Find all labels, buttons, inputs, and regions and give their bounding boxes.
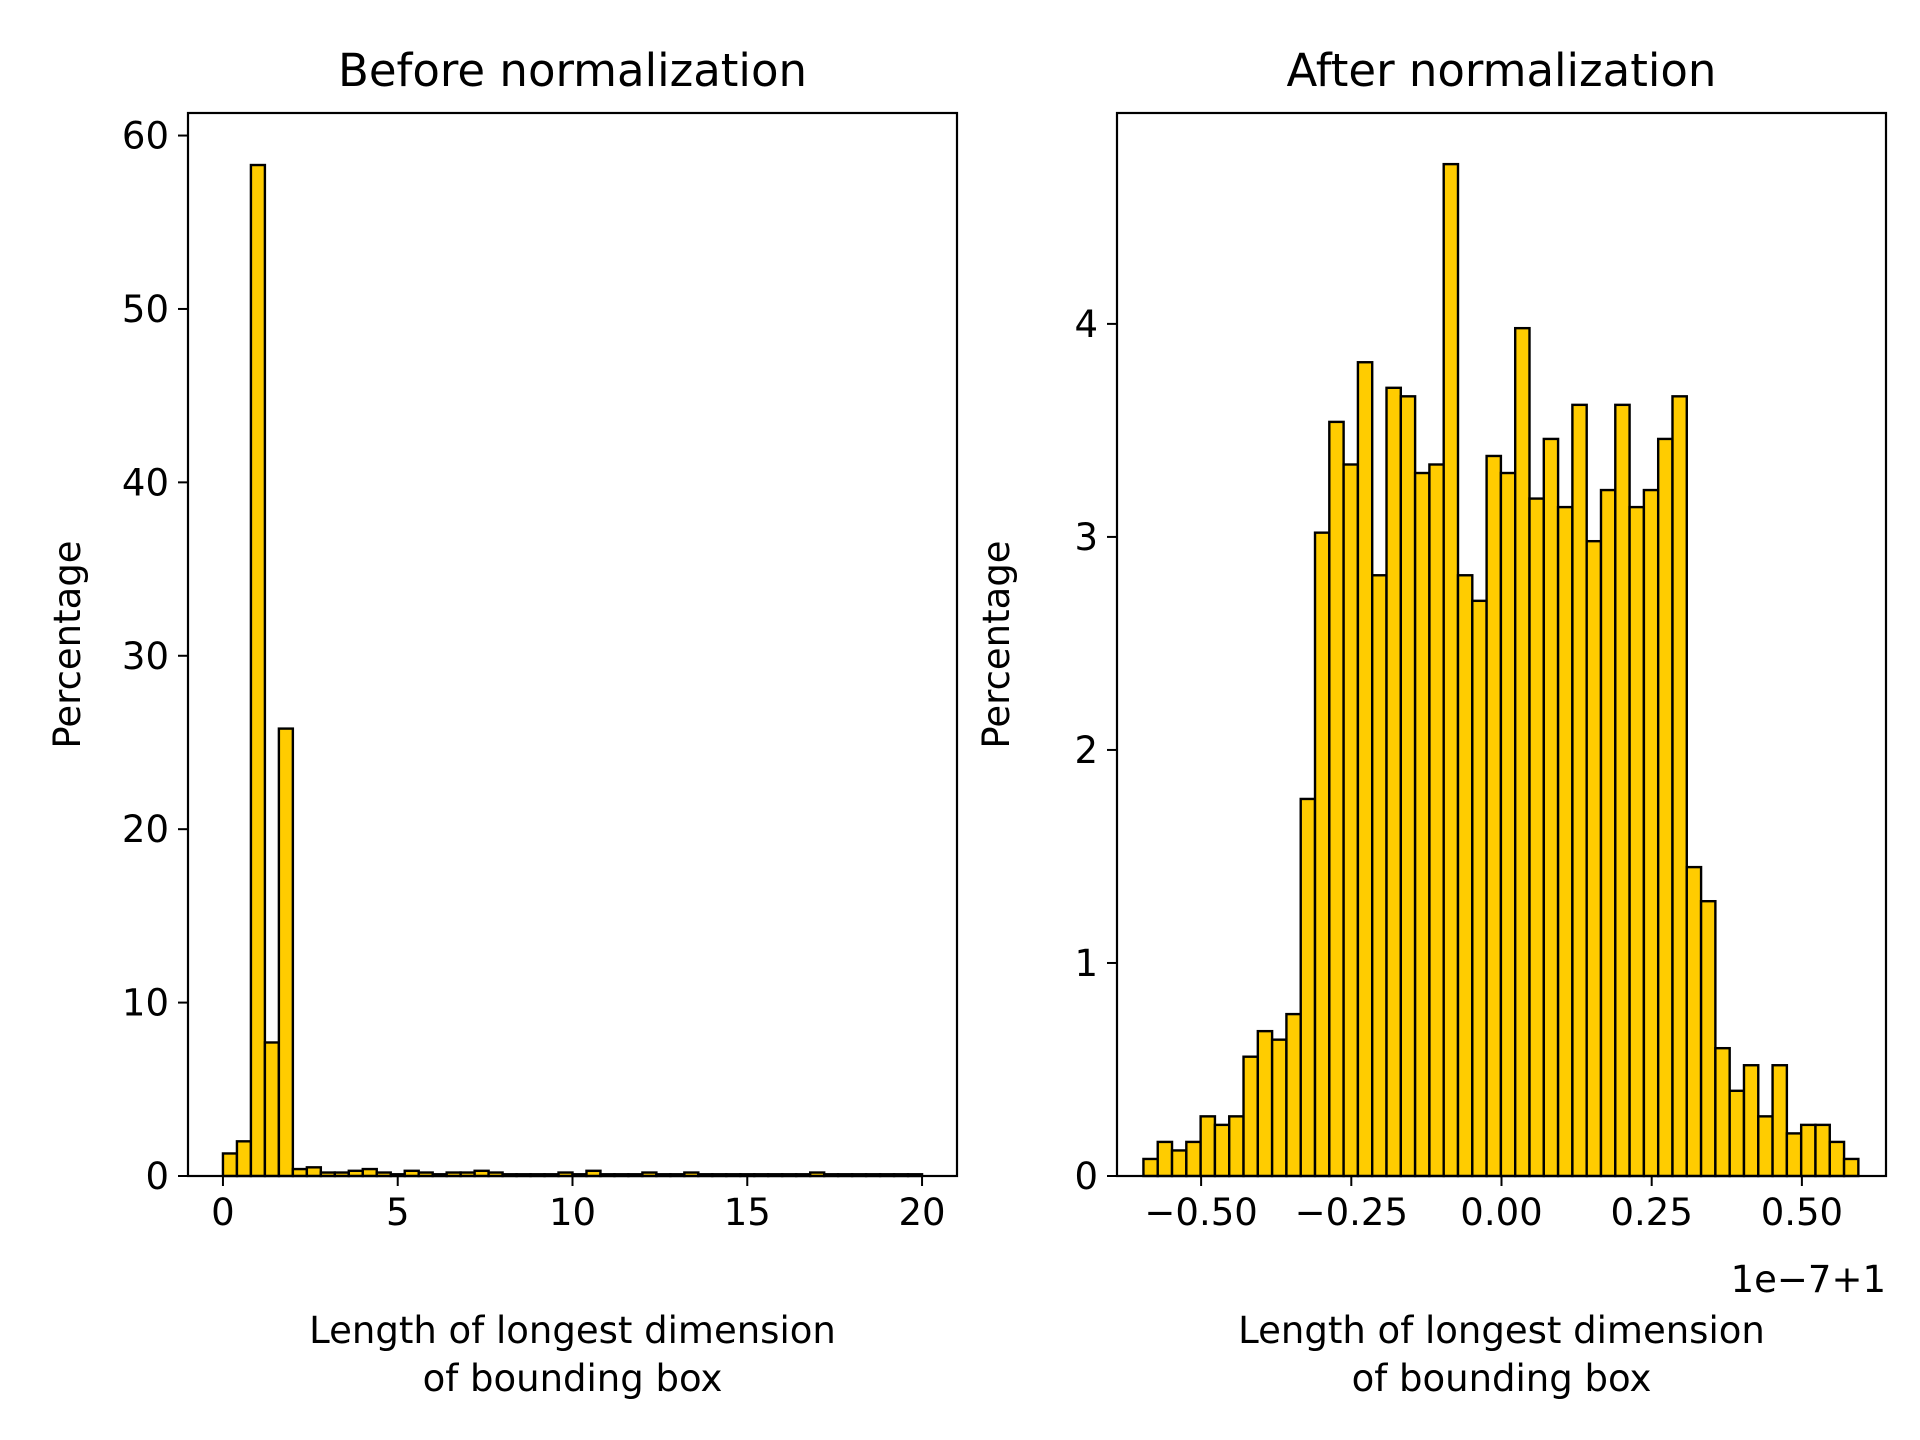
histogram-bar: [1356, 361, 1374, 1178]
histogram-bar: [1170, 1149, 1188, 1178]
histogram-bar: [1728, 1089, 1746, 1178]
histogram-bar: [1385, 386, 1403, 1178]
histogram-bar: [1757, 1115, 1774, 1178]
x-tick-label: 0.25: [1611, 1191, 1693, 1234]
histogram-bar: [1499, 471, 1517, 1178]
y-tick-label: 40: [122, 461, 169, 504]
x-ticks-before: 0 5 10 15 20: [211, 1176, 946, 1234]
histogram-bar: [1442, 162, 1460, 1178]
histogram-bar: [221, 1152, 239, 1178]
histogram-bar: [1799, 1123, 1817, 1178]
x-tick-label: −0.50: [1144, 1191, 1257, 1234]
histogram-bar: [1456, 574, 1474, 1178]
histogram-bar: [1814, 1123, 1831, 1178]
histogram-before-normalization: 0 5 10 15 20 0 10 20 30 40 50 60 Before normalizat…: [46, 44, 959, 1400]
histogram-bar: [1699, 899, 1717, 1178]
x-tick-label: 10: [549, 1191, 596, 1234]
y-tick-label: 20: [122, 808, 169, 851]
histogram-bar: [305, 1166, 323, 1178]
histogram-bar: [1656, 437, 1674, 1178]
y-axis-label-before: Percentage: [46, 540, 89, 748]
y-tick-label: 0: [1074, 1155, 1098, 1198]
histogram-bar: [1485, 454, 1503, 1178]
y-axis-label-after: Percentage: [975, 540, 1018, 748]
histogram-bar: [1513, 326, 1531, 1178]
y-tick-label: 4: [1074, 303, 1098, 346]
x-tick-label: 15: [724, 1191, 771, 1234]
x-tick-label: 5: [386, 1191, 410, 1234]
histogram-bar: [249, 163, 267, 1178]
histogram-bar: [1228, 1115, 1245, 1178]
histogram-bar: [1256, 1029, 1274, 1178]
histogram-bar: [1628, 505, 1646, 1178]
histogram-bar: [1242, 1055, 1260, 1178]
histogram-bar: [1413, 471, 1431, 1178]
histogram-bar: [1299, 797, 1317, 1178]
y-ticks-after: 0 1 2 3 4: [1074, 303, 1117, 1198]
histogram-bar: [1542, 437, 1560, 1178]
y-tick-label: 10: [122, 982, 169, 1025]
histogram-bar: [1671, 395, 1688, 1178]
histogram-bar: [1213, 1123, 1231, 1178]
histogram-bar: [1685, 865, 1703, 1178]
y-tick-label: 3: [1074, 516, 1098, 559]
histogram-bar: [1599, 488, 1617, 1178]
histogram-bar: [1342, 463, 1360, 1178]
y-tick-label: 0: [145, 1155, 169, 1198]
histogram-bar: [1785, 1132, 1803, 1178]
histogram-bar: [1285, 1012, 1302, 1178]
histogram-bar: [1328, 420, 1345, 1178]
y-tick-label: 30: [122, 635, 169, 678]
histogram-bar: [1142, 1157, 1159, 1178]
histogram-bar: [1614, 403, 1631, 1178]
x-ticks-after: −0.50 −0.25 0.00 0.25 0.50: [1144, 1176, 1843, 1234]
y-tick-label: 1: [1074, 942, 1098, 985]
histogram-bar: [1199, 1115, 1217, 1178]
x-tick-label: 0.00: [1460, 1191, 1542, 1234]
histogram-bar: [1270, 1038, 1288, 1178]
y-tick-label: 2: [1074, 729, 1098, 772]
chart-title-after: After normalization: [1287, 44, 1717, 97]
histogram-after-normalization: −0.50 −0.25 0.00 0.25 0.50 0 1 2 3 4 After norma…: [975, 44, 1888, 1400]
bars-before: [221, 163, 924, 1178]
x-axis-label-before: Length of longest dimension of bounding b…: [309, 1309, 836, 1400]
histogram-bar: [263, 1041, 281, 1178]
histogram-bar: [1714, 1046, 1731, 1178]
histogram-bar: [1428, 463, 1445, 1178]
axes-frame-before: [186, 111, 959, 1178]
histogram-bar: [1842, 1157, 1860, 1178]
histogram-bar: [1556, 505, 1574, 1178]
histogram-bar: [277, 727, 295, 1178]
histogram-bar: [235, 1140, 253, 1178]
x-tick-label: 0: [211, 1191, 235, 1234]
histogram-bar: [1571, 403, 1588, 1178]
histogram-bar: [1313, 531, 1331, 1178]
bars-after: [1142, 162, 1860, 1178]
histogram-bar: [1585, 539, 1603, 1178]
histogram-bar: [1528, 497, 1545, 1178]
histogram-bar: [1771, 1064, 1789, 1178]
histogram-bar: [1642, 488, 1660, 1178]
histogram-bar: [1742, 1064, 1760, 1178]
x-axis-offset-text: 1e−7+1: [1731, 1258, 1886, 1301]
histogram-bar: [1471, 599, 1488, 1178]
histogram-bar: [1156, 1140, 1174, 1178]
histogram-bar: [1371, 574, 1388, 1178]
x-tick-label: 20: [898, 1191, 945, 1234]
histogram-bar: [1828, 1140, 1846, 1178]
y-tick-label: 60: [122, 115, 169, 158]
y-tick-label: 50: [122, 288, 169, 331]
histogram-bar: [1185, 1140, 1202, 1178]
x-tick-label: 0.50: [1761, 1191, 1843, 1234]
y-ticks-before: 0 10 20 30 40 50 60: [122, 115, 188, 1198]
x-axis-label-after: Length of longest dimension of bounding b…: [1238, 1309, 1765, 1400]
chart-title-before: Before normalization: [338, 44, 807, 97]
histogram-bar: [1399, 395, 1417, 1178]
x-tick-label: −0.25: [1295, 1191, 1408, 1234]
